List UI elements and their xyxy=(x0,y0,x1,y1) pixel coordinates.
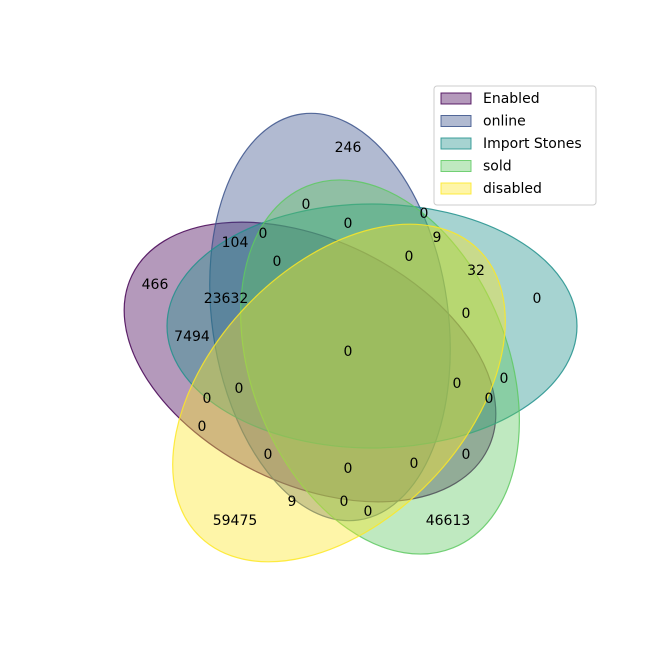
region-label-enabled-sold-disabled: 0 xyxy=(462,447,471,463)
region-label-sold-disabled: 0 xyxy=(364,504,373,520)
legend-label-import-stones: Import Stones xyxy=(483,136,582,152)
legend-swatch-online xyxy=(440,115,472,127)
region-label-import-stones-sold: 0 xyxy=(500,371,509,387)
region-label-enabled-online-import-stones-disabled: 0 xyxy=(203,391,212,407)
legend-frame xyxy=(433,85,597,206)
region-label-enabled-import-stones-sold: 0 xyxy=(235,381,244,397)
region-label-online-disabled: 9 xyxy=(288,494,297,510)
set-ellipse-import-stones xyxy=(166,203,578,449)
region-label-online-sold-disabled: 0 xyxy=(340,494,349,510)
region-label-online-import-stones-disabled: 0 xyxy=(405,249,414,265)
legend-swatch-import-stones xyxy=(440,137,472,150)
legend-swatch-disabled xyxy=(440,182,472,195)
region-label-online: 246 xyxy=(335,140,362,156)
region-label-import-stones: 0 xyxy=(533,291,542,307)
legend-swatch-enabled xyxy=(440,92,472,105)
region-label-import-stones-disabled: 32 xyxy=(467,263,485,279)
legend: Enabled online Import Stones sold disabled xyxy=(433,85,597,206)
region-label-enabled-import-stones-disabled: 0 xyxy=(485,391,494,407)
region-label-enabled-online: 104 xyxy=(222,235,249,251)
region-label-enabled-online-sold: 0 xyxy=(259,226,268,242)
legend-label-online: online xyxy=(483,114,526,130)
region-label-import-stones-sold-disabled: 0 xyxy=(462,306,471,322)
region-label-online-import-stones: 0 xyxy=(344,216,353,232)
set-ellipse-disabled xyxy=(172,223,506,563)
region-label-online-import-stones-sold-disabled: 9 xyxy=(433,230,442,246)
legend-label-sold: sold xyxy=(483,159,512,175)
region-label-enabled-import-stones: 7494 xyxy=(174,329,210,345)
region-label-enabled-online-import-stones-sold-disabled: 0 xyxy=(344,344,353,360)
region-label-enabled-online-import-stones-sold: 0 xyxy=(273,254,282,270)
region-label-enabled-online-import-stones: 23632 xyxy=(204,291,249,307)
region-label-enabled-sold: 0 xyxy=(410,456,419,472)
region-label-online-import-stones-sold: 0 xyxy=(420,206,429,222)
legend-swatch-sold xyxy=(440,160,472,172)
venn-sets xyxy=(123,112,578,563)
region-label-disabled: 59475 xyxy=(213,513,258,529)
region-label-enabled-online-disabled: 0 xyxy=(264,447,273,463)
set-ellipse-sold xyxy=(240,179,520,555)
set-ellipse-enabled xyxy=(123,221,497,503)
region-label-enabled-import-stones-sold-disabled: 0 xyxy=(453,376,462,392)
region-label-online-sold: 0 xyxy=(302,197,311,213)
region-label-enabled-disabled: 0 xyxy=(198,419,207,435)
legend-label-enabled: Enabled xyxy=(483,91,540,107)
legend-label-disabled: disabled xyxy=(483,181,542,197)
region-label-enabled-online-sold-disabled: 0 xyxy=(344,461,353,477)
region-label-sold: 46613 xyxy=(426,513,471,529)
region-label-enabled: 466 xyxy=(142,277,169,293)
